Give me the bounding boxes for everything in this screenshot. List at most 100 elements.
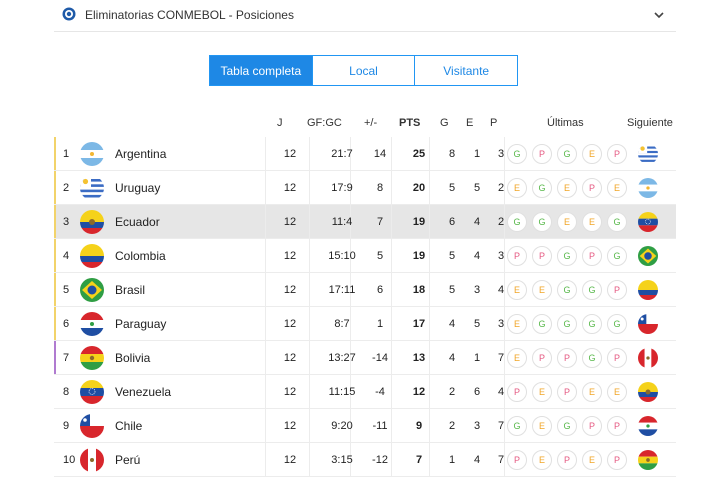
next-opponent-colombia-flag-icon[interactable] xyxy=(638,280,658,300)
form-result-badge: G xyxy=(507,144,527,164)
column-divider xyxy=(265,137,266,170)
column-divider xyxy=(265,307,266,340)
e-cell: 6 xyxy=(473,386,481,398)
next-opponent-uruguay-flag-icon[interactable] xyxy=(638,144,658,164)
column-divider xyxy=(504,171,505,204)
form-result-badge: E xyxy=(582,382,602,402)
form-result-badge: G xyxy=(582,314,602,334)
team-name[interactable]: Perú xyxy=(115,453,141,467)
table-row[interactable]: 4 Colombia 12 15:10 5 19 5 4 3 P P G P G xyxy=(54,239,676,273)
tab-local[interactable]: Local xyxy=(312,55,416,86)
form-result-badge: P xyxy=(507,246,527,266)
next-opponent-chile-flag-icon[interactable] xyxy=(638,314,658,334)
column-divider xyxy=(350,273,351,306)
table-row[interactable]: 8 Venezuela 12 11:15 -4 12 2 6 4 P E P E E xyxy=(54,375,676,409)
table-row[interactable]: 2 Uruguay 12 17:9 8 20 5 5 2 E G E P E xyxy=(54,171,676,205)
form-result-badge: E xyxy=(582,144,602,164)
chevron-down-icon[interactable] xyxy=(652,8,666,22)
table-row[interactable]: 3 Ecuador 12 11:4 7 19 6 4 2 G G E E G xyxy=(54,205,676,239)
form-result-badge: G xyxy=(557,416,577,436)
column-divider xyxy=(429,171,430,204)
team-name[interactable]: Ecuador xyxy=(115,215,160,229)
next-opponent-venezuela-flag-icon[interactable] xyxy=(638,212,658,232)
next-opponent-ecuador-flag-icon[interactable] xyxy=(638,382,658,402)
tab-visitante[interactable]: Visitante xyxy=(415,55,519,86)
p-cell: 7 xyxy=(497,420,505,432)
column-divider xyxy=(309,307,310,340)
form-result-badge: P xyxy=(557,450,577,470)
table-row[interactable]: 6 Paraguay 12 8:7 1 17 4 5 3 E G G G G xyxy=(54,307,676,341)
pts-cell: 20 xyxy=(412,182,426,194)
p-cell: 2 xyxy=(497,216,505,228)
gfgc-cell: 11:15 xyxy=(328,386,356,398)
table-row[interactable]: 9 Chile 12 9:20 -11 9 2 3 7 G E G P P xyxy=(54,409,676,443)
column-divider xyxy=(429,341,430,374)
next-opponent-argentina-flag-icon[interactable] xyxy=(638,178,658,198)
col-header-diff: +/- xyxy=(364,117,378,129)
column-divider xyxy=(391,239,392,272)
team-name[interactable]: Argentina xyxy=(115,147,167,161)
position-cell: 2 xyxy=(63,182,70,194)
tab-tabla-completa[interactable]: Tabla completa xyxy=(209,55,313,86)
form-result-badge: G xyxy=(557,144,577,164)
team-name[interactable]: Colombia xyxy=(115,249,166,263)
column-divider xyxy=(429,273,430,306)
form-result-badge: E xyxy=(582,212,602,232)
e-cell: 4 xyxy=(473,250,481,262)
table-row[interactable]: 7 Bolivia 12 13:27 -14 13 4 1 7 E P P G P xyxy=(54,341,676,375)
standings-tabs: Tabla completa Local Visitante xyxy=(209,55,519,86)
form-result-badge: G xyxy=(557,280,577,300)
position-cell: 8 xyxy=(63,386,70,398)
table-row[interactable]: 10 Perú 12 3:15 -12 7 1 4 7 P E P E P xyxy=(54,443,676,477)
form-result-badge: P xyxy=(507,382,527,402)
gfgc-cell: 17:9 xyxy=(331,182,353,194)
j-cell: 12 xyxy=(283,250,297,262)
column-divider xyxy=(504,341,505,374)
team-name[interactable]: Paraguay xyxy=(115,317,167,331)
j-cell: 12 xyxy=(283,454,297,466)
next-opponent-bolivia-flag-icon[interactable] xyxy=(638,450,658,470)
next-opponent-peru-flag-icon[interactable] xyxy=(638,348,658,368)
table-row[interactable]: 5 Brasil 12 17:11 6 18 5 3 4 E E G G P xyxy=(54,273,676,307)
column-divider xyxy=(265,239,266,272)
form-result-badge: G xyxy=(532,314,552,334)
g-cell: 6 xyxy=(448,216,456,228)
team-name[interactable]: Chile xyxy=(115,419,143,433)
diff-cell: 1 xyxy=(376,318,384,330)
position-cell: 7 xyxy=(63,352,70,364)
next-opponent-brasil-flag-icon[interactable] xyxy=(638,246,658,266)
team-name[interactable]: Brasil xyxy=(115,283,146,297)
p-cell: 2 xyxy=(497,182,505,194)
column-divider xyxy=(309,375,310,408)
team-name[interactable]: Bolivia xyxy=(115,351,151,365)
form-result-badge: P xyxy=(582,178,602,198)
pts-cell: 9 xyxy=(415,420,423,432)
column-divider xyxy=(504,273,505,306)
column-divider xyxy=(265,409,266,442)
j-cell: 12 xyxy=(283,148,297,160)
column-divider xyxy=(504,137,505,170)
next-opponent-paraguay-flag-icon[interactable] xyxy=(638,416,658,436)
form-result-badge: E xyxy=(507,178,527,198)
gfgc-cell: 15:10 xyxy=(328,250,356,262)
pts-cell: 19 xyxy=(412,216,426,228)
gfgc-cell: 21:7 xyxy=(331,148,353,160)
team-name[interactable]: Venezuela xyxy=(115,385,172,399)
team-name[interactable]: Uruguay xyxy=(115,181,161,195)
column-divider xyxy=(391,171,392,204)
column-divider xyxy=(309,171,310,204)
form-result-badge: E xyxy=(557,178,577,198)
page-title: Eliminatorias CONMEBOL - Posiciones xyxy=(85,8,294,22)
column-divider xyxy=(391,409,392,442)
column-divider xyxy=(429,443,430,476)
form-result-badge: G xyxy=(582,348,602,368)
col-header-j: J xyxy=(277,117,283,129)
g-cell: 1 xyxy=(448,454,456,466)
diff-cell: 14 xyxy=(373,148,387,160)
column-divider xyxy=(350,137,351,170)
table-row[interactable]: 1 Argentina 12 21:7 14 25 8 1 3 G P G E P xyxy=(54,137,676,171)
gfgc-cell: 9:20 xyxy=(331,420,353,432)
gfgc-cell: 17:11 xyxy=(328,284,356,296)
